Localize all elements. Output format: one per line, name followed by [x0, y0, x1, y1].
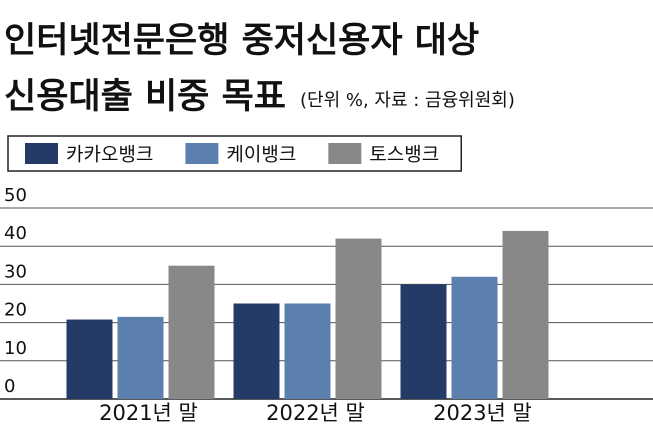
y-tick-label: 40 — [4, 223, 27, 244]
y-tick-label: 50 — [4, 185, 27, 206]
x-tick-label: 2023년 말 — [433, 401, 532, 425]
bar — [66, 319, 113, 399]
bar — [284, 303, 331, 399]
x-tick-label: 2022년 말 — [266, 401, 365, 425]
bar — [335, 238, 382, 399]
chart-title: 인터넷전문은행 중저신용자 대상 — [4, 21, 479, 61]
bar — [400, 284, 447, 399]
x-tick-label: 2021년 말 — [99, 401, 198, 425]
legend-label: 카카오뱅크 — [66, 144, 153, 166]
y-tick-label: 10 — [4, 338, 27, 359]
bar — [502, 230, 549, 399]
y-tick-label: 0 — [4, 376, 15, 397]
y-tick-label: 20 — [4, 300, 27, 321]
y-tick-label: 30 — [4, 261, 27, 282]
chart-title: 신용대출 비중 목표 — [4, 77, 286, 117]
bar — [451, 276, 498, 399]
bar — [117, 316, 164, 399]
legend-label: 케이뱅크 — [226, 144, 296, 166]
legend-box — [7, 135, 462, 172]
bar — [233, 303, 280, 399]
legend-swatch — [328, 143, 362, 164]
chart-subtitle: (단위 %, 자료 : 금융위원회) — [300, 90, 515, 111]
bar — [168, 265, 215, 399]
legend-swatch — [25, 143, 58, 164]
legend-swatch — [185, 143, 219, 164]
legend-label: 토스뱅크 — [369, 144, 439, 166]
